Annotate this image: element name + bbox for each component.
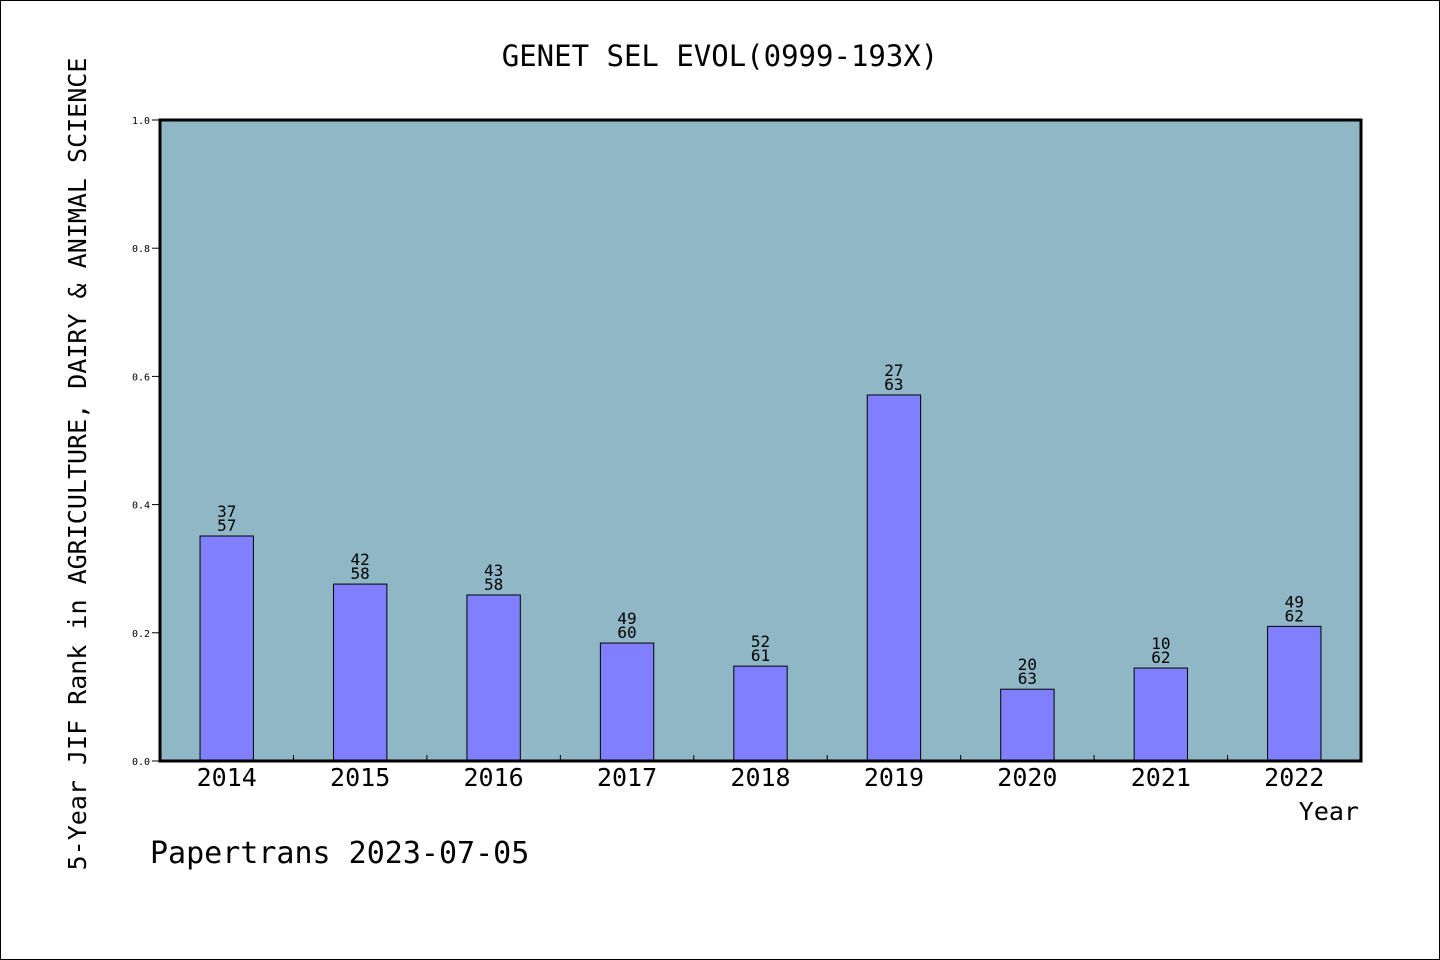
x-axis: 2014 2015 2016 2017 2018 2019 2020 2021 2022 [197, 755, 1324, 792]
x-tick-label: 2017 [597, 763, 657, 792]
bar-2020 [1000, 688, 1055, 762]
bar-label-rank: 37 [217, 502, 236, 521]
bar-label-total: 60 [617, 623, 636, 642]
x-tick-label: 2021 [1131, 763, 1191, 792]
bar-2016 [466, 594, 521, 762]
bar-label-rank: 52 [751, 632, 770, 651]
bar-label-total: 63 [1018, 669, 1037, 688]
bar-2018 [733, 665, 788, 762]
bar-2015 [332, 583, 388, 762]
bar-label-rank: 49 [1285, 592, 1304, 611]
x-tick-label: 2018 [730, 763, 790, 792]
x-axis-label: Year [1299, 797, 1359, 826]
bar-label-total: 58 [351, 564, 370, 583]
bar-label-total: 58 [484, 575, 503, 594]
watermark-text: Papertrans 2023-07-05 [150, 836, 529, 871]
x-tick-label: 2022 [1264, 763, 1324, 792]
x-tick-label: 2015 [330, 763, 390, 792]
bar-label-rank: 10 [1151, 634, 1170, 653]
bar-2017 [599, 642, 655, 762]
y-tick-label: 0.2 [132, 629, 150, 640]
bar-2014 [199, 535, 254, 762]
y-axis-label: 5-Year JIF Rank in AGRICULTURE, DAIRY & … [63, 58, 92, 871]
y-tick-label: 0.6 [132, 372, 150, 383]
x-tick-label: 2019 [864, 763, 924, 792]
y-tick-label: 0.0 [132, 757, 150, 768]
x-tick-label: 2020 [997, 763, 1057, 792]
y-tick-label: 0.4 [132, 501, 150, 512]
bar-2021 [1133, 667, 1189, 762]
x-tick-label: 2016 [464, 763, 524, 792]
bar-label-total: 62 [1285, 606, 1304, 625]
bar-2022 [1267, 625, 1322, 762]
bar-label-total: 62 [1151, 648, 1170, 667]
bar-label-total: 57 [217, 516, 236, 535]
bar-label-total: 63 [884, 375, 903, 394]
x-tick-label: 2014 [197, 763, 257, 792]
bar-label-rank: 27 [884, 361, 903, 380]
y-tick-label: 0.8 [132, 244, 150, 255]
bar-label-rank: 43 [484, 561, 503, 580]
bar-label-rank: 20 [1018, 655, 1037, 674]
y-axis: 0.0 0.2 0.4 0.6 0.8 1.0 [132, 116, 160, 768]
bar-label-rank: 42 [351, 550, 370, 569]
bar-label-total: 61 [751, 646, 770, 665]
bar-label-rank: 49 [617, 609, 636, 628]
y-tick-label: 1.0 [132, 116, 150, 127]
plot-border [158, 118, 1363, 763]
chart-title: GENET SEL EVOL(0999-193X) [502, 39, 939, 73]
bar-2019 [866, 394, 922, 762]
